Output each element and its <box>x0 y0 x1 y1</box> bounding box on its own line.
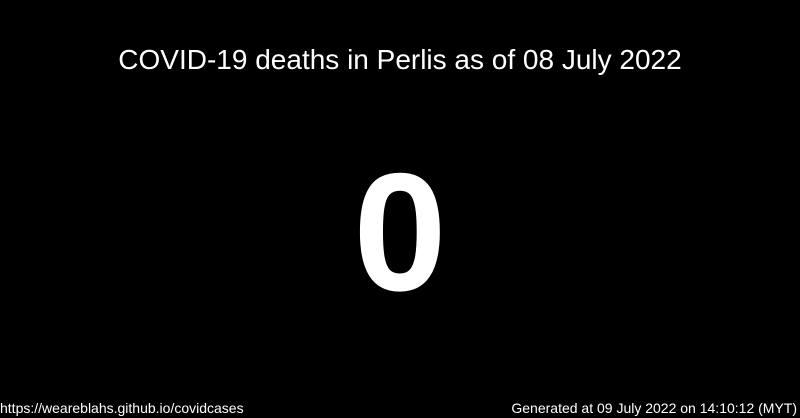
death-count: 0 <box>353 138 447 326</box>
generated-timestamp: Generated at 09 July 2022 on 14:10:12 (M… <box>511 400 797 416</box>
page-title: COVID-19 deaths in Perlis as of 08 July … <box>118 44 682 75</box>
footer: https://weareblahs.github.io/covidcases … <box>0 398 800 418</box>
source-link[interactable]: https://weareblahs.github.io/covidcases <box>0 400 244 416</box>
